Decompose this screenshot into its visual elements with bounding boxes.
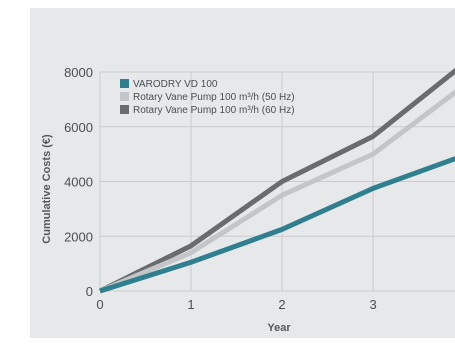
legend-swatch-2 (120, 105, 129, 114)
legend-label-1: Rotary Vane Pump 100 m³/h (50 Hz) (133, 92, 295, 103)
x-tick-label-1: 1 (187, 297, 194, 312)
x-tick-label-0: 0 (96, 297, 103, 312)
legend-swatch-1 (120, 92, 129, 101)
x-tick-label-2: 2 (278, 297, 285, 312)
chart-background-panel (30, 8, 455, 338)
x-axis-title: Year (267, 322, 291, 334)
series-layer (98, 67, 455, 294)
series-line-2 (98, 67, 455, 294)
x-tick-label-3: 3 (369, 297, 376, 312)
legend-swatch-0 (120, 79, 129, 88)
y-tick-label-0: 0 (86, 284, 93, 299)
series-line-0 (99, 156, 455, 294)
y-tick-label-3: 6000 (64, 120, 93, 135)
legend-label-2: Rotary Vane Pump 100 m³/h (60 Hz) (133, 105, 295, 116)
tick-layer: 0 2000 4000 6000 8000 0 1 2 3 (64, 65, 377, 312)
y-tick-label-2: 4000 (64, 175, 93, 190)
series-line-1 (99, 89, 455, 294)
y-tick-label-4: 8000 (64, 65, 93, 80)
legend-label-0: VARODRY VD 100 (133, 79, 218, 90)
legend: VARODRY VD 100 Rotary Vane Pump 100 m³/h … (120, 79, 295, 116)
y-axis-title: Cumulative Costs (€) (41, 134, 53, 244)
y-tick-label-1: 2000 (64, 229, 93, 244)
